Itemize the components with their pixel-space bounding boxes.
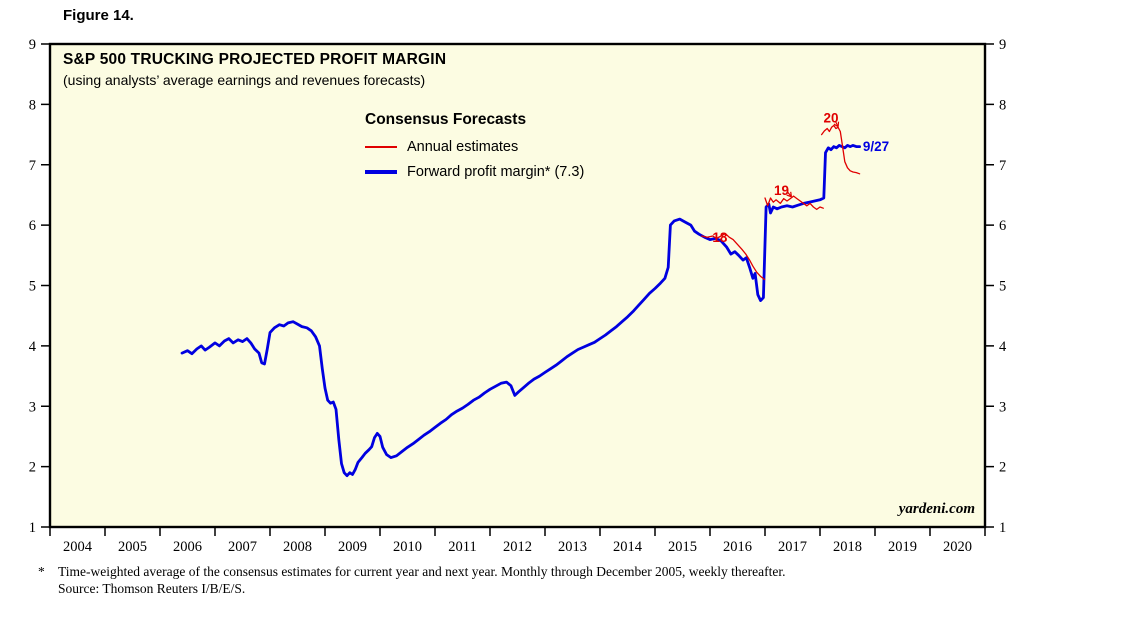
y-tick-label-right: 3	[999, 399, 1006, 415]
series-annual-estimate-2019	[764, 195, 824, 211]
x-tick-label: 2018	[833, 539, 862, 555]
annotation-20: 20	[823, 110, 838, 125]
legend: Consensus Forecasts Annual estimates For…	[365, 111, 584, 189]
y-tick-label-left: 2	[29, 460, 36, 476]
y-tick-label-right: 6	[999, 218, 1006, 234]
y-tick-label-right: 8	[999, 97, 1006, 113]
legend-label-forward-margin: Forward profit margin* (7.3)	[407, 164, 585, 180]
y-tick-label-left: 1	[29, 520, 36, 536]
y-tick-label-right: 5	[999, 279, 1006, 295]
x-tick-label: 2014	[613, 539, 643, 555]
y-tick-label-left: 4	[29, 339, 37, 355]
x-tick-label: 2009	[338, 539, 367, 555]
source-line: Source: Thomson Reuters I/B/E/S.	[58, 581, 246, 596]
annotation-18: 18	[712, 230, 728, 245]
x-tick-label: 2019	[888, 539, 917, 555]
y-tick-label-right: 1	[999, 520, 1006, 536]
series-annual-estimate-2018	[701, 232, 766, 281]
red-line-swatch	[365, 146, 397, 148]
annotation-19: 19	[774, 183, 789, 198]
y-tick-label-right: 2	[999, 460, 1006, 476]
plot-background	[50, 44, 985, 527]
footnote-marker: *	[38, 564, 45, 579]
figure-label: Figure 14.	[63, 7, 134, 24]
series-forward-profit-margin	[180, 144, 861, 478]
legend-item-annual-estimates: Annual estimates	[365, 139, 584, 155]
legend-heading: Consensus Forecasts	[365, 111, 527, 128]
x-tick-label: 2011	[448, 539, 476, 555]
annotation-arrowhead	[790, 191, 792, 197]
x-tick-label: 2017	[778, 539, 807, 555]
y-tick-label-left: 9	[29, 37, 36, 53]
plot-frame	[48, 42, 987, 529]
y-tick-label-left: 3	[29, 399, 36, 415]
y-tick-label-left: 5	[29, 279, 36, 295]
footnote-text: Time-weighted average of the consensus e…	[58, 563, 786, 597]
y-tick-label-right: 7	[999, 158, 1006, 174]
profit-margin-chart: 2004 2005 2006 2007 2008 2009 2010 2011 2012 2013…	[29, 37, 1007, 555]
x-tick-label: 2016	[723, 539, 752, 555]
y-tick-label-right: 4	[999, 339, 1007, 355]
footnote-line1: Time-weighted average of the consensus e…	[58, 564, 786, 579]
x-tick-label: 2012	[503, 539, 532, 555]
x-tick-label: 2007	[228, 539, 257, 555]
annotation-9-27: 9/27	[863, 139, 889, 154]
chart-subtitle: (using analysts’ average earnings and re…	[63, 72, 426, 88]
chart-title: S&P 500 TRUCKING PROJECTED PROFIT MARGIN	[63, 51, 447, 68]
x-tick-label: 2010	[393, 539, 422, 555]
legend-item-forward-margin: Forward profit margin* (7.3)	[365, 164, 584, 180]
annotation-arrow	[786, 190, 792, 198]
x-tick-label: 2006	[173, 539, 202, 555]
series-annual-estimate-2020	[820, 124, 861, 175]
x-tick-label: 2005	[118, 539, 147, 555]
y-tick-label-left: 6	[29, 218, 36, 234]
x-tick-label: 2015	[668, 539, 697, 555]
yardeni-watermark: yardeni.com	[898, 501, 975, 517]
x-tick-label: 2013	[558, 539, 587, 555]
x-tick-label: 2008	[283, 539, 312, 555]
legend-label-annual-estimates: Annual estimates	[407, 139, 519, 155]
y-tick-label-left: 7	[29, 158, 36, 174]
annotation-arrowhead	[833, 123, 839, 128]
x-tick-label: 2020	[943, 539, 972, 555]
y-tick-label-right: 9	[999, 37, 1006, 53]
y-tick-label-left: 8	[29, 97, 36, 113]
footnote: * Time-weighted average of the consensus…	[38, 563, 786, 597]
blue-line-swatch	[365, 170, 397, 174]
x-tick-label: 2004	[63, 539, 93, 555]
annotation-arrowhead	[786, 194, 792, 198]
